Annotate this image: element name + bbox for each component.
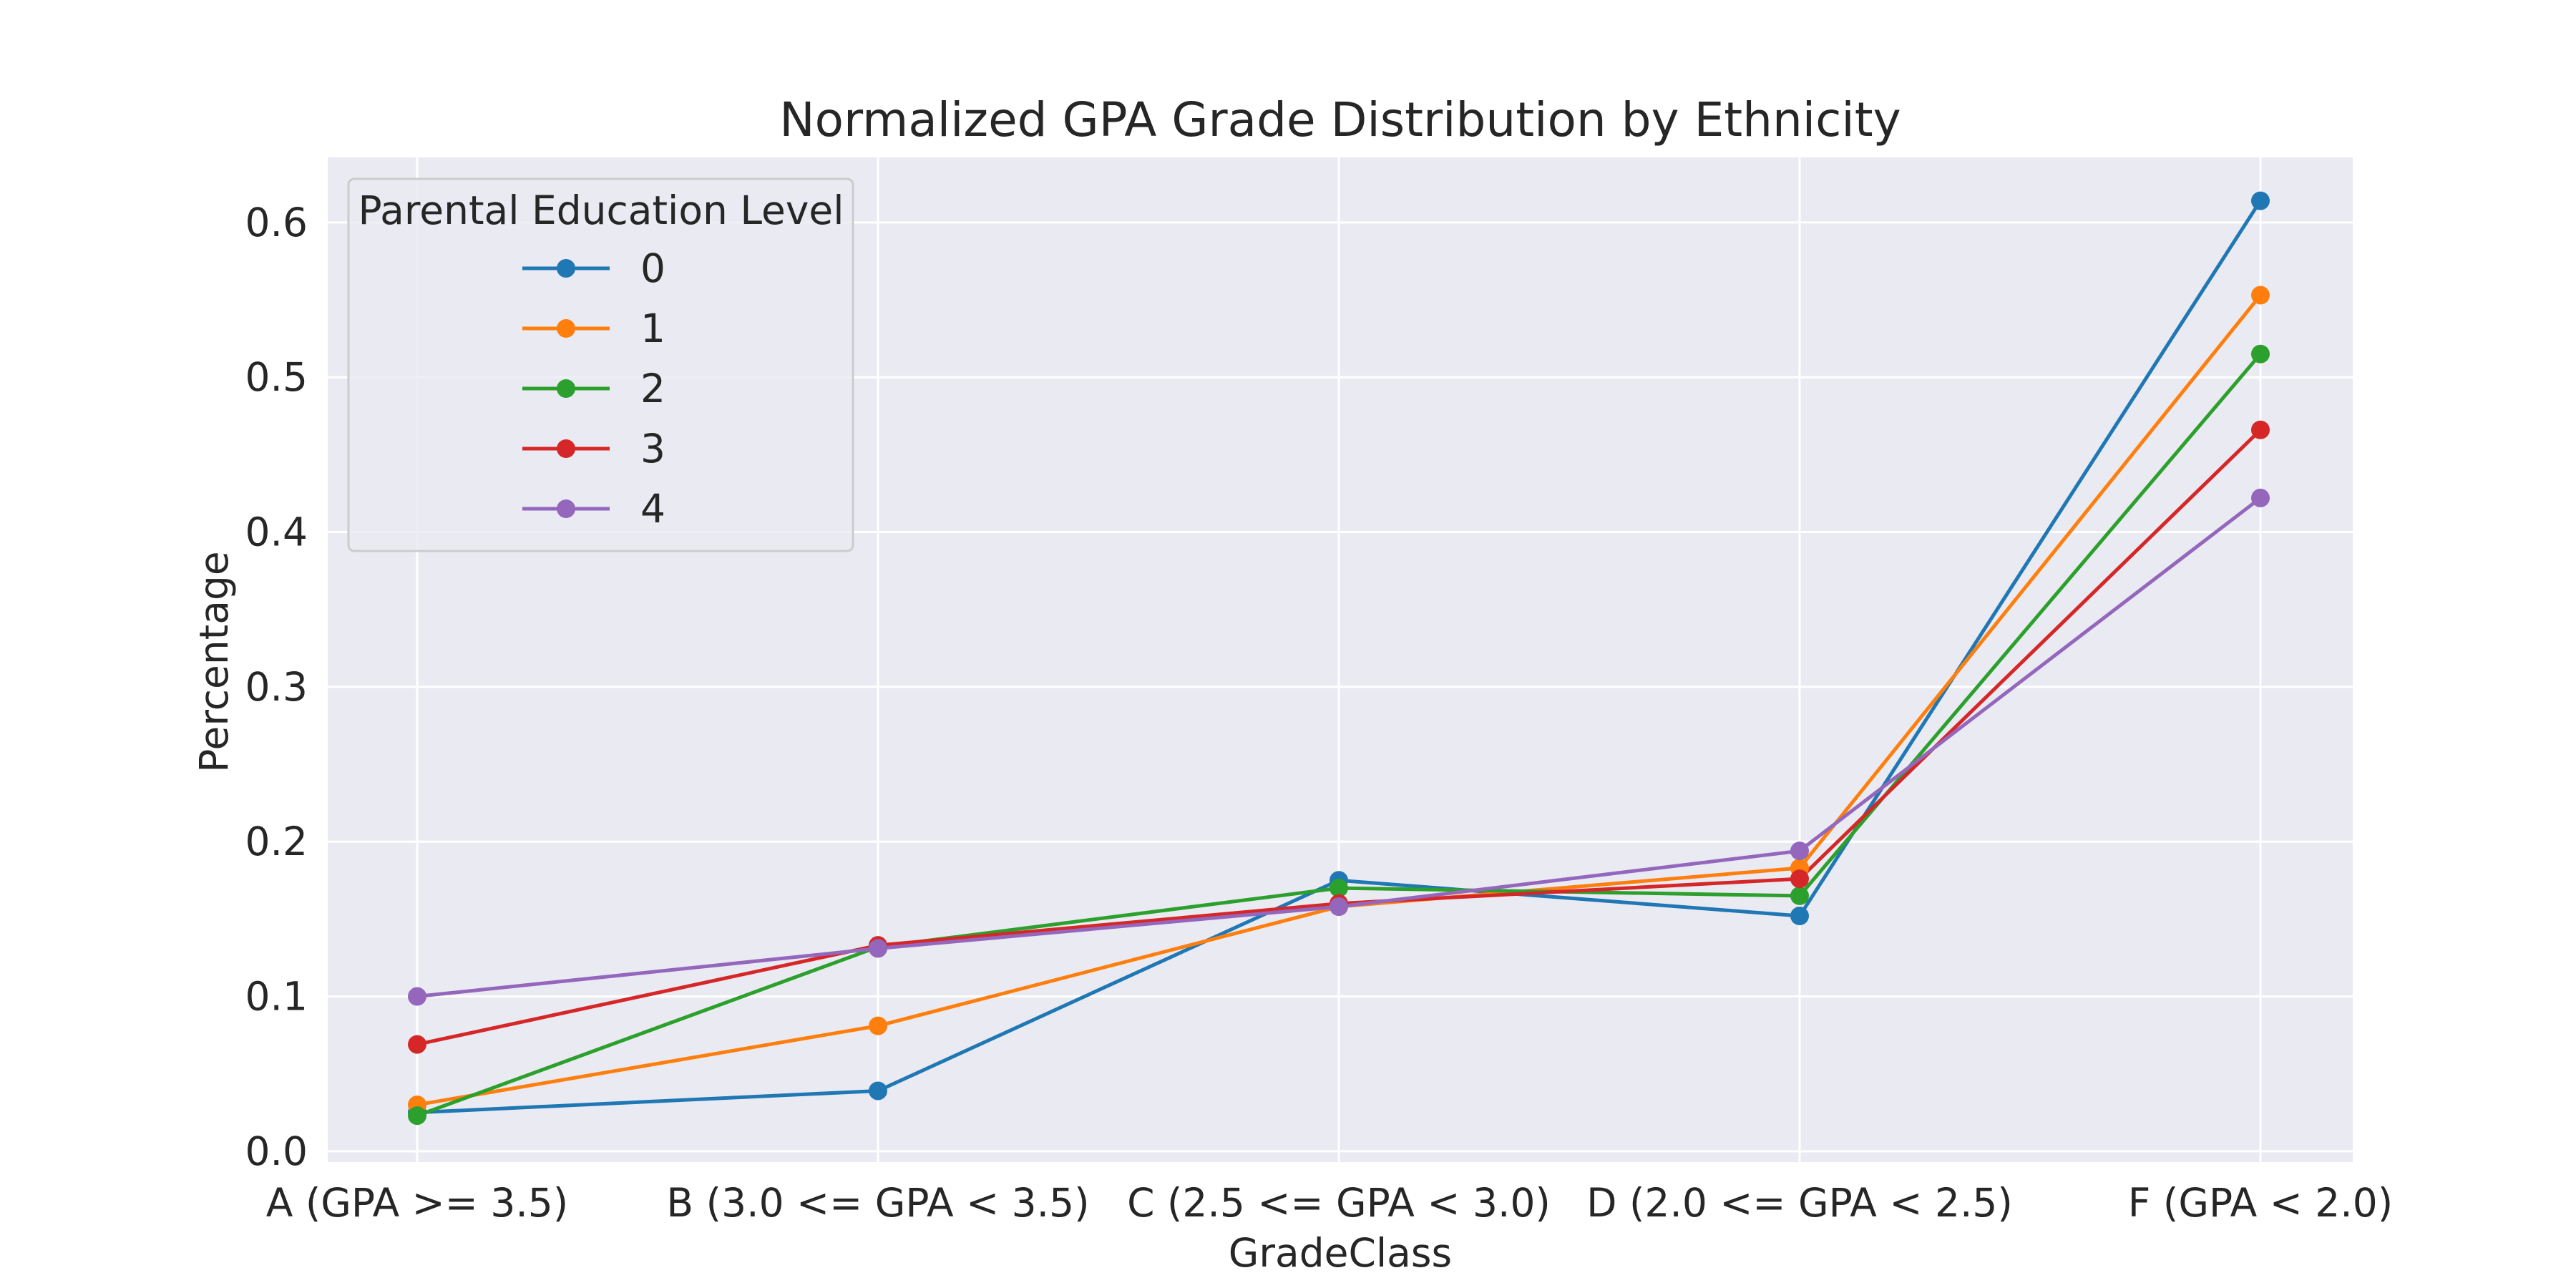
legend-box [347,177,854,552]
legend-marker-2 [557,379,575,398]
legend-title: Parental Education Level [358,187,844,233]
data-point-series-1 [869,1016,887,1035]
data-point-series-4 [1330,897,1348,917]
data-point-series-4 [869,939,887,958]
legend-label: 2 [640,366,665,411]
x-axis-label: GradeClass [1229,1230,1452,1276]
y-tick-label: 0.3 [245,664,308,710]
data-point-series-4 [1790,841,1809,861]
legend-marker-4 [557,499,575,518]
legend-label: 1 [640,306,665,351]
legend-marker-1 [557,319,575,338]
data-point-series-2 [2251,344,2270,364]
legend-label: 0 [640,245,665,291]
y-tick-label: 0.1 [245,974,308,1020]
legend: Parental Education Level 0 1 2 3 4 [347,177,854,552]
x-tick-labels: A (GPA >= 3.5) B (3.0 <= GPA < 3.5) C (2.5… [266,1180,2393,1226]
y-tick-label: 0.2 [245,819,308,864]
x-tick-label: F (GPA < 2.0) [2128,1180,2393,1226]
y-tick-label: 0.5 [245,354,308,400]
data-point-series-0 [2251,191,2270,210]
chart-title: Normalized GPA Grade Distribution by Eth… [779,92,1901,147]
data-point-series-2 [1790,886,1809,905]
data-point-series-3 [2251,420,2270,439]
legend-label: 4 [640,486,665,532]
y-axis-label: Percentage [191,551,237,772]
data-point-series-2 [408,1106,426,1126]
series-points [408,191,2270,1126]
data-point-series-2 [1330,879,1348,898]
x-tick-label: B (3.0 <= GPA < 3.5) [666,1180,1089,1226]
data-point-series-4 [408,987,426,1006]
y-tick-labels: 0.0 0.1 0.2 0.3 0.4 0.5 0.6 [245,200,308,1174]
x-tick-label: D (2.0 <= GPA < 2.5) [1586,1180,2013,1226]
y-tick-label: 0.0 [245,1128,308,1174]
legend-marker-0 [557,259,575,278]
data-point-series-3 [408,1035,426,1054]
legend-items: 0 1 2 3 4 [522,245,665,532]
data-point-series-3 [1790,869,1809,889]
y-tick-label: 0.4 [245,509,308,555]
data-point-series-0 [1790,907,1809,926]
y-tick-label: 0.6 [245,200,308,245]
data-point-series-1 [2251,286,2270,305]
x-tick-label: C (2.5 <= GPA < 3.0) [1127,1180,1551,1226]
x-tick-label: A (GPA >= 3.5) [266,1180,569,1226]
data-point-series-0 [869,1081,887,1101]
data-point-series-4 [2251,488,2270,507]
legend-label: 3 [640,426,665,472]
legend-marker-3 [557,439,575,458]
